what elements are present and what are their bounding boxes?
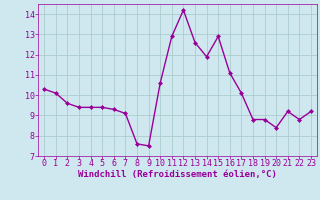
X-axis label: Windchill (Refroidissement éolien,°C): Windchill (Refroidissement éolien,°C) — [78, 170, 277, 179]
